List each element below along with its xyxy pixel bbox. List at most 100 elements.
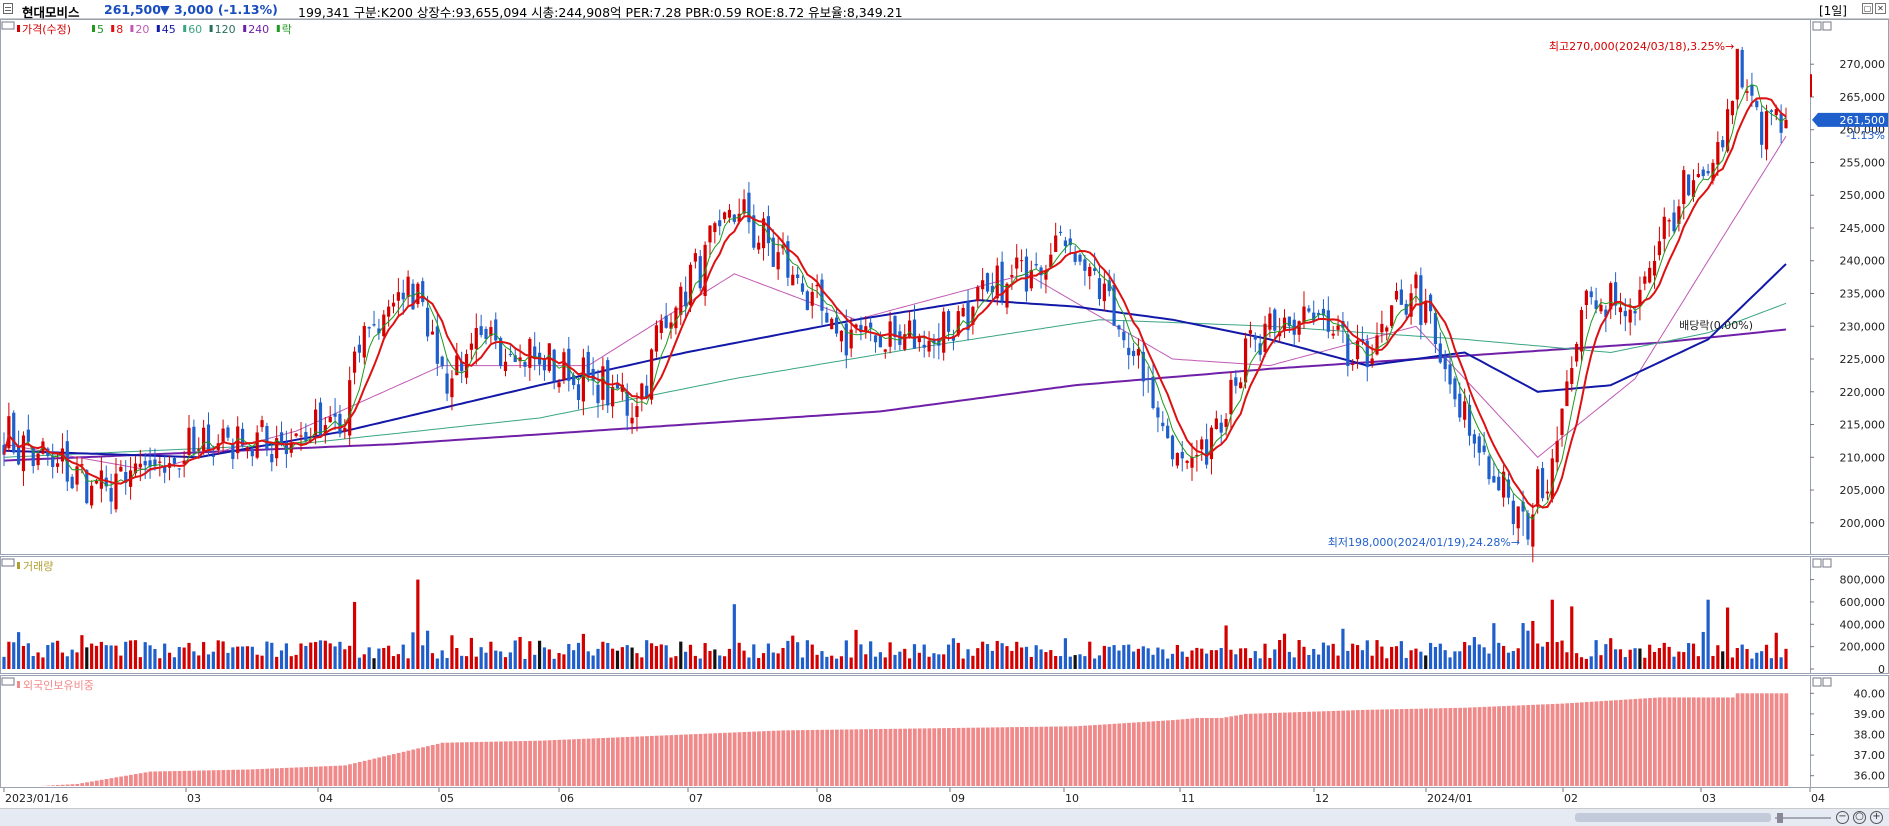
candle-body: [581, 357, 585, 402]
volume-bar: [211, 651, 215, 669]
volume-bar: [776, 653, 780, 669]
volume-bar: [304, 645, 308, 669]
candle-body: [1740, 49, 1744, 88]
foreign-bar: [873, 729, 878, 786]
volume-bar: [372, 658, 376, 669]
candle-body: [932, 340, 936, 344]
foreign-bar: [1531, 704, 1536, 786]
volume-bar: [182, 647, 186, 669]
foreign-bar: [55, 785, 60, 786]
stock-name[interactable]: 현대모비스: [22, 5, 80, 20]
foreign-bar: [1409, 708, 1414, 786]
foreign-bar: [1015, 727, 1019, 786]
foreign-bar: [1307, 711, 1312, 786]
minimize-icon[interactable]: ▢: [1862, 3, 1873, 14]
volume-bar: [75, 652, 79, 669]
volume-bar: [401, 644, 405, 669]
candle-body: [1779, 113, 1783, 133]
zoom-reset-icon[interactable]: ○: [1853, 811, 1866, 824]
foreign-bar: [1433, 708, 1438, 786]
candle-body: [669, 322, 673, 329]
chart-area[interactable]: 270,000 265,000 260,000 255,000 250,000 245,0…: [0, 19, 1889, 808]
foreign-ytick-label: 37.00: [1854, 749, 1886, 762]
volume-bar: [289, 656, 293, 669]
volume-bar: [284, 643, 288, 669]
close-icon[interactable]: ✕: [1875, 3, 1886, 14]
volume-bar: [1438, 643, 1442, 669]
foreign-bar: [1550, 704, 1555, 786]
foreign-bar: [908, 728, 912, 786]
foreign-bar: [323, 766, 328, 786]
volume-bar: [873, 656, 878, 669]
ma8-line: [3, 97, 1787, 509]
volume-bar: [922, 644, 926, 669]
candle-body: [1784, 119, 1788, 129]
foreign-bar: [1497, 706, 1501, 786]
foreign-bar: [1282, 712, 1287, 786]
candle-body: [533, 346, 537, 359]
legend-ma8: 8: [116, 23, 123, 36]
candle-body: [1195, 454, 1199, 457]
foreign-bar: [1657, 697, 1662, 786]
volume-bar: [1609, 638, 1613, 669]
legend-foreign: 외국인보유비중: [23, 679, 94, 692]
volume-ytick-label: 600,000: [1840, 596, 1886, 609]
scroll-thumb[interactable]: [1575, 813, 1771, 822]
volume-bar: [1263, 643, 1267, 669]
candle-body: [854, 324, 858, 328]
volume-bar: [581, 633, 585, 669]
volume-bar: [1531, 620, 1535, 669]
candle-body: [620, 384, 624, 392]
candle-body: [1618, 307, 1623, 313]
candle-body: [124, 471, 128, 483]
volume-bar: [382, 647, 386, 669]
volume-bar: [664, 645, 668, 669]
candle-body: [518, 357, 522, 362]
volume-bar: [1239, 648, 1243, 669]
candle-body: [1672, 212, 1676, 232]
candle-body: [192, 426, 196, 452]
foreign-bar: [552, 740, 557, 786]
price-ytick-label: 230,000: [1840, 320, 1886, 333]
chart-scrollbar[interactable]: − ○ +: [0, 808, 1889, 826]
foreign-bar: [104, 778, 109, 786]
volume-bar: [1394, 646, 1399, 669]
foreign-bar: [1205, 718, 1209, 786]
foreign-bar: [611, 737, 615, 786]
candle-body: [1643, 276, 1647, 284]
period-selector[interactable]: [1일]: [1818, 4, 1847, 18]
volume-bar: [469, 637, 474, 669]
candle-body: [1273, 309, 1277, 331]
foreign-bar: [1034, 726, 1039, 786]
volume-bar: [844, 640, 848, 669]
volume-bar: [1248, 658, 1253, 669]
zoom-slider[interactable]: [1773, 812, 1833, 823]
x-tick-label: 05: [440, 792, 454, 805]
foreign-bar: [1589, 701, 1594, 786]
volume-bar: [21, 645, 26, 669]
candle-body: [971, 306, 975, 325]
foreign-bar: [1711, 697, 1716, 786]
candle-body: [221, 428, 225, 442]
foreign-bar: [966, 727, 971, 786]
volume-bar: [1122, 645, 1126, 669]
volume-bar: [309, 642, 313, 669]
zoom-in-icon[interactable]: +: [1870, 811, 1883, 824]
volume-bar: [1346, 650, 1350, 669]
foreign-bar: [1784, 693, 1789, 786]
foreign-bar: [1141, 721, 1146, 786]
candle-body: [1180, 452, 1184, 459]
menu-icon[interactable]: [3, 3, 13, 14]
candle-body: [197, 449, 201, 451]
volume-bar: [1058, 656, 1063, 669]
volume-bar: [1341, 628, 1345, 669]
foreign-bar: [1394, 709, 1399, 786]
volume-bar: [1492, 623, 1496, 669]
candle-body: [659, 320, 663, 333]
price-ytick-label: 240,000: [1840, 255, 1886, 268]
volume-bar: [1623, 657, 1627, 669]
foreign-bar: [1453, 707, 1458, 786]
zoom-out-icon[interactable]: −: [1836, 811, 1849, 824]
foreign-bar: [1029, 726, 1034, 786]
legend-ma240: 240: [248, 23, 269, 36]
